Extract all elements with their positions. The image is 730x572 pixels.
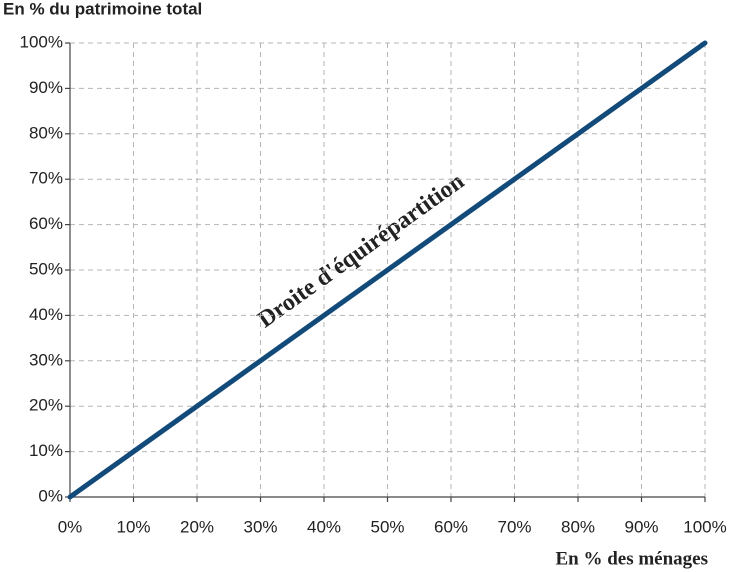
annotation: Droite d'équirépartition: [253, 168, 469, 333]
y-tick-label: 30%: [29, 350, 63, 369]
x-tick-label: 70%: [497, 517, 531, 536]
y-axis-label: En % du patrimoine total: [3, 0, 202, 18]
x-tick-label: 10%: [116, 517, 150, 536]
x-tick-label: 60%: [434, 517, 468, 536]
y-tick-label: 50%: [29, 259, 63, 278]
x-axis-label: En % des ménages: [555, 548, 708, 569]
y-tick-label: 10%: [29, 441, 63, 460]
x-tick-label: 0%: [58, 517, 83, 536]
x-tick-label: 40%: [307, 517, 341, 536]
x-tick-label: 80%: [561, 517, 595, 536]
y-tick-label: 100%: [20, 32, 63, 51]
x-tick-label: 90%: [624, 517, 658, 536]
series-line: [67, 40, 708, 500]
y-tick-label: 70%: [29, 169, 63, 188]
y-tick-label: 60%: [29, 214, 63, 233]
y-tick-label: 40%: [29, 305, 63, 324]
y-tick-label: 20%: [29, 396, 63, 415]
x-tick-label: 100%: [683, 517, 726, 536]
x-tick-label: 20%: [180, 517, 214, 536]
y-tick-label: 0%: [38, 486, 63, 505]
y-tick-label: 90%: [29, 78, 63, 97]
y-tick-label: 80%: [29, 123, 63, 142]
x-tick-label: 30%: [243, 517, 277, 536]
x-tick-label: 50%: [370, 517, 404, 536]
